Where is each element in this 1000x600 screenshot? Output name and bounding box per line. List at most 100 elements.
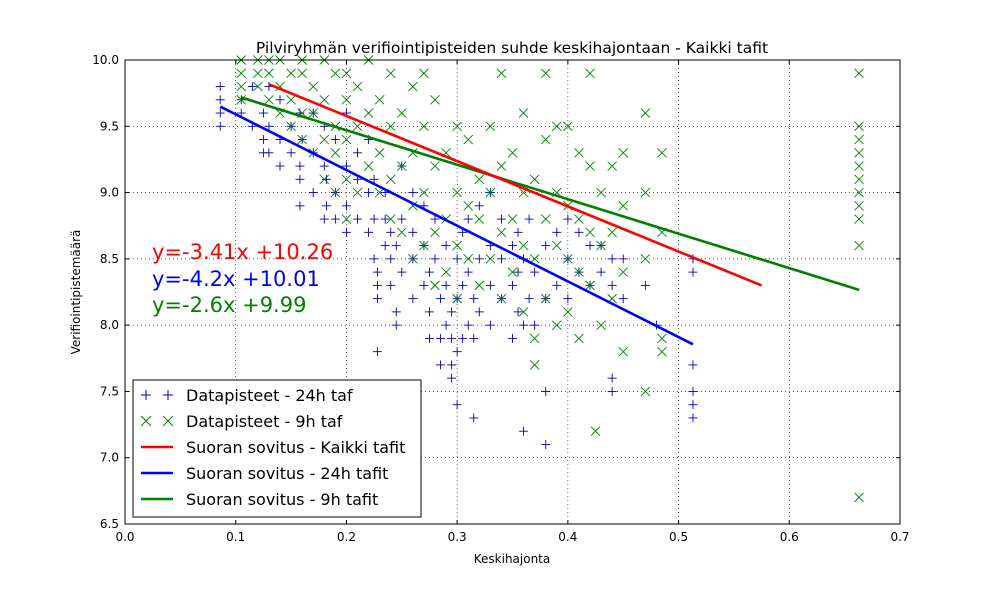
point-24h-taf [513, 307, 523, 317]
point-24h-taf [275, 95, 285, 105]
point-24h-taf [430, 214, 440, 224]
point-24h-taf [513, 227, 523, 237]
point-9h-taf [330, 147, 341, 158]
point-9h-taf [590, 426, 601, 437]
point-9h-taf [463, 254, 474, 264]
point-24h-taf [397, 267, 407, 277]
point-24h-taf [463, 320, 473, 330]
point-24h-taf [524, 214, 534, 224]
point-9h-taf [430, 280, 440, 291]
point-9h-taf [585, 161, 595, 171]
point-24h-taf [275, 161, 285, 171]
point-9h-taf [308, 108, 319, 118]
point-9h-taf [419, 187, 429, 198]
point-24h-taf [596, 267, 606, 277]
point-24h-taf [640, 280, 650, 290]
point-9h-taf [452, 121, 462, 132]
point-24h-taf [353, 214, 362, 224]
point-24h-taf [530, 267, 540, 277]
point-24h-taf [322, 201, 331, 211]
point-9h-taf [396, 108, 407, 118]
x-tick-label: 0.1 [226, 530, 245, 544]
point-9h-taf [374, 94, 385, 105]
point-9h-taf [485, 121, 496, 132]
point-24h-taf [386, 227, 396, 237]
point-24h-taf [295, 201, 305, 211]
point-9h-taf [341, 94, 352, 105]
point-9h-taf [474, 214, 485, 224]
point-9h-taf [618, 201, 629, 211]
point-9h-taf [236, 94, 247, 105]
point-9h-taf [640, 108, 651, 118]
point-24h-taf [447, 333, 457, 343]
point-9h-taf [319, 174, 330, 185]
x-tick-label: 0.2 [337, 530, 356, 544]
x-tick-label: 0.5 [669, 530, 688, 544]
point-9h-taf [551, 240, 562, 251]
point-24h-taf [341, 227, 351, 237]
point-24h-taf [463, 267, 473, 277]
point-9h-taf [640, 187, 651, 198]
point-24h-taf [452, 347, 462, 357]
point-9h-taf [341, 68, 352, 79]
point-9h-taf [854, 187, 864, 198]
point-9h-taf [607, 227, 617, 238]
point-24h-taf [552, 280, 562, 290]
point-9h-taf [319, 94, 330, 105]
point-24h-taf [574, 227, 584, 237]
point-9h-taf [854, 147, 864, 158]
point-24h-taf [264, 148, 274, 158]
point-24h-taf [436, 294, 446, 304]
point-9h-taf [308, 81, 319, 92]
point-9h-taf [419, 240, 429, 251]
point-9h-taf [408, 81, 418, 92]
point-9h-taf [463, 134, 474, 145]
point-24h-taf [380, 214, 390, 224]
point-9h-taf [286, 94, 296, 105]
fit-line-all-tafs [268, 83, 763, 287]
point-24h-taf [391, 320, 401, 330]
point-24h-taf [286, 148, 296, 158]
point-9h-taf [551, 121, 562, 132]
legend-label-fit-9h: Suoran sovitus - 9h tafit [186, 490, 378, 509]
point-9h-taf [396, 161, 407, 171]
point-24h-taf [424, 267, 434, 277]
equation-all-tafs: y=-3.41x +10.26 [152, 240, 333, 264]
point-9h-taf [286, 121, 296, 132]
x-tick-label: 0.3 [448, 530, 467, 544]
point-9h-taf [236, 68, 247, 79]
point-9h-taf [854, 68, 864, 79]
point-24h-taf [485, 320, 495, 330]
point-9h-taf [452, 187, 462, 198]
point-24h-taf [330, 135, 340, 145]
point-9h-taf [385, 214, 396, 224]
fit-line-24h-tafs [219, 105, 694, 346]
y-tick-label: 9.0 [100, 186, 119, 200]
point-9h-taf [507, 147, 518, 158]
point-24h-taf [447, 307, 457, 317]
point-24h-taf [369, 214, 379, 224]
point-24h-taf [391, 241, 401, 251]
point-24h-taf [430, 254, 440, 264]
point-9h-taf [551, 320, 562, 330]
point-9h-taf [657, 147, 667, 158]
point-24h-taf [688, 386, 698, 396]
point-24h-taf [319, 161, 329, 171]
point-24h-taf [463, 214, 473, 224]
point-24h-taf [408, 227, 418, 237]
point-9h-taf [286, 68, 296, 79]
point-24h-taf [369, 174, 379, 184]
point-9h-taf [596, 187, 606, 198]
equation-9h-tafs: y=-2.6x +9.99 [152, 293, 306, 317]
point-9h-taf [496, 227, 507, 238]
y-tick-label: 8.0 [100, 318, 119, 332]
point-24h-taf [372, 294, 382, 304]
legend-label-fit-all: Suoran sovitus - Kaikki tafit [186, 438, 405, 457]
legend-label-9h-points: Datapisteet - 9h taf [186, 412, 343, 431]
point-9h-taf [352, 187, 363, 198]
point-24h-taf [319, 214, 329, 224]
y-tick-label: 6.5 [100, 517, 119, 531]
point-24h-taf [408, 188, 418, 198]
point-9h-taf [430, 161, 440, 171]
